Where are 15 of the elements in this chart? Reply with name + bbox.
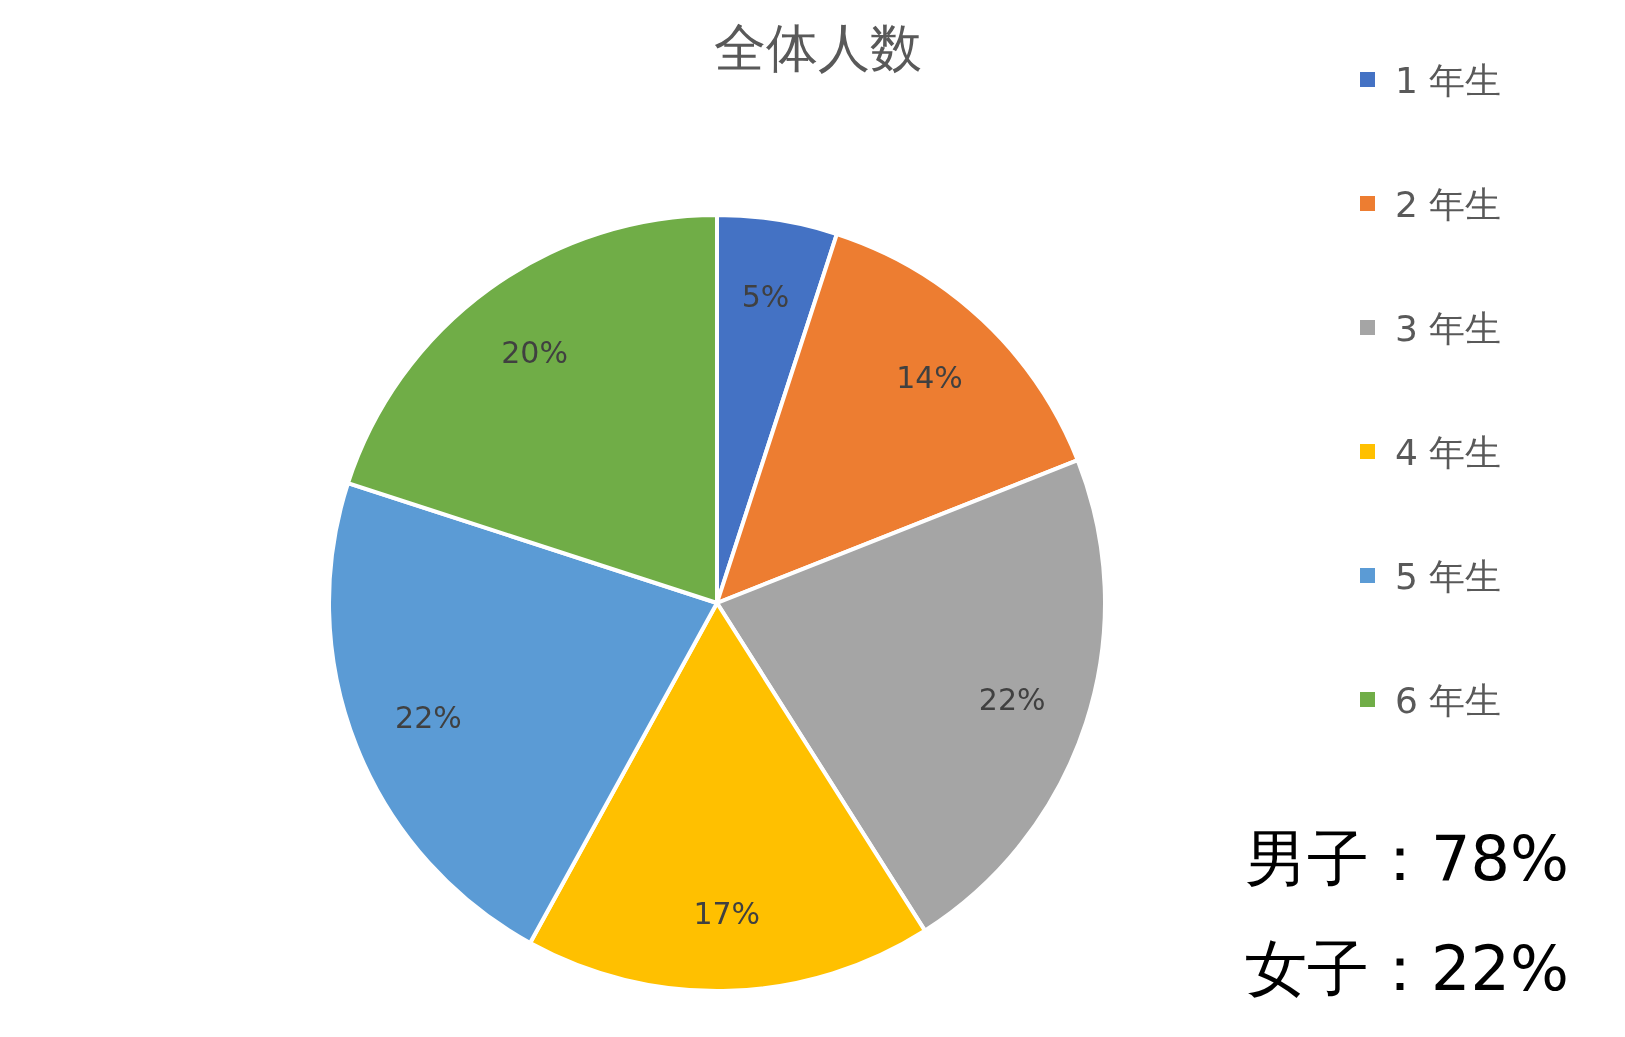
legend-label: 3 年生 xyxy=(1395,308,1502,349)
legend-label: 5 年生 xyxy=(1395,556,1502,597)
legend-label: 2 年生 xyxy=(1395,184,1502,225)
chart-title: 全体人数 xyxy=(714,18,922,78)
data-label: 20% xyxy=(501,334,568,370)
text: 女子：22% xyxy=(1245,932,1569,1005)
legend-label: 1 年生 xyxy=(1395,60,1502,101)
data-label: 17% xyxy=(693,896,761,932)
data-label: 22% xyxy=(395,700,462,736)
data-label: 5% xyxy=(741,279,790,315)
text: 男子：78% xyxy=(1245,822,1569,895)
legend-label: 4 年生 xyxy=(1395,432,1502,473)
data-label: 14% xyxy=(896,359,963,395)
legend-label: 6 年生 xyxy=(1395,680,1502,721)
data-label: 22% xyxy=(978,681,1046,717)
